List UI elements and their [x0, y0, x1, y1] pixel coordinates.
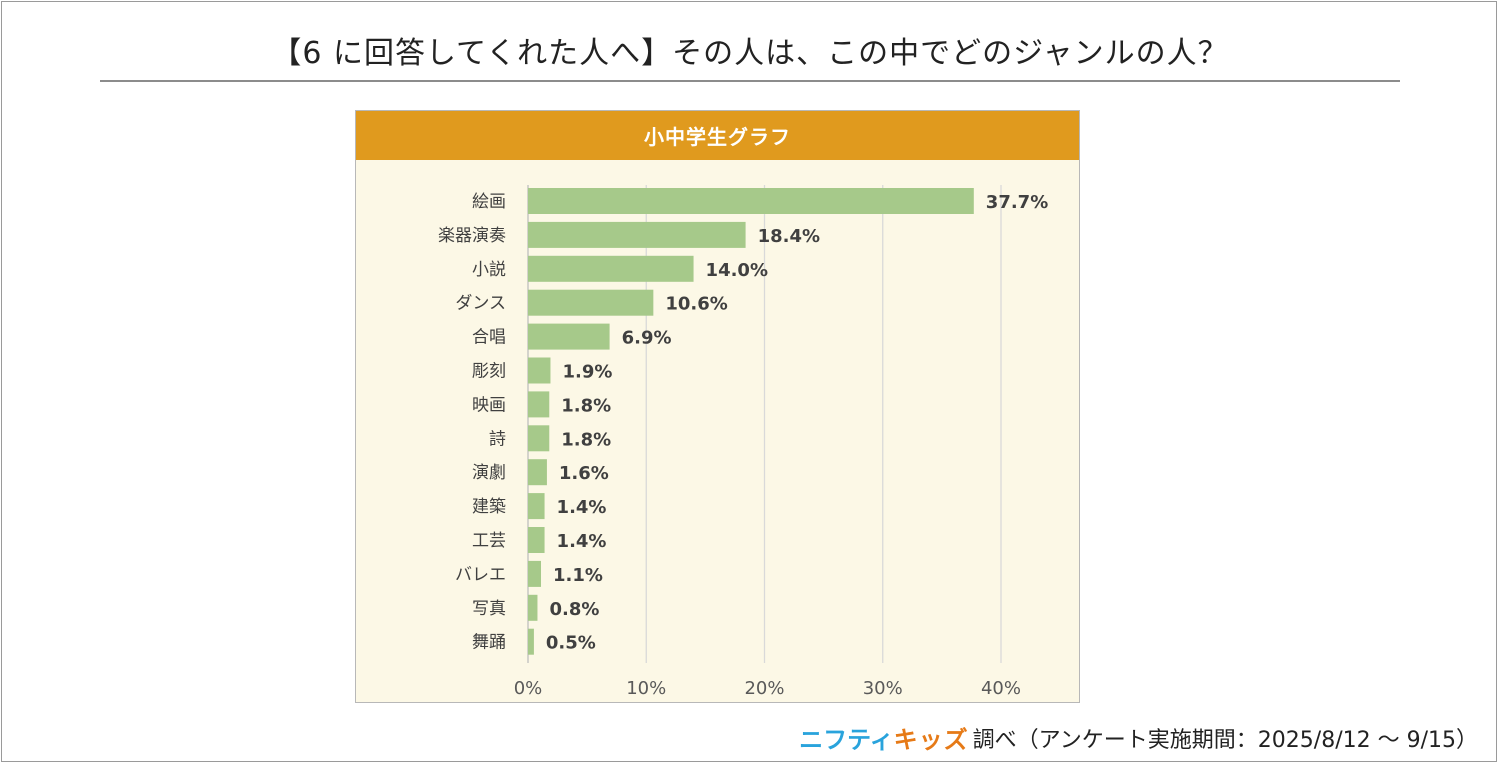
brand-part1: ニフティ [799, 726, 894, 754]
category-label: 楽器演奏 [438, 226, 506, 246]
chart-title: 小中学生グラフ [356, 111, 1079, 160]
x-tick-label: 40% [981, 678, 1021, 699]
data-label: 1.8% [561, 395, 611, 416]
category-label: 彫刻 [472, 362, 506, 382]
data-label: 1.6% [559, 463, 609, 484]
bar [528, 391, 550, 418]
category-label: 工芸 [472, 531, 506, 551]
page-title: 【6 に回答してくれた人へ】その人は、この中でどのジャンルの人？ [271, 36, 1229, 71]
data-label: 1.8% [561, 429, 611, 450]
bar [528, 560, 542, 587]
bar [528, 459, 547, 486]
brand-part2: キッズ [893, 726, 969, 754]
bar [528, 255, 694, 282]
category-label: 詩 [489, 429, 506, 449]
bar [528, 594, 538, 621]
bar-chart: 0% 10% 20% 30% 40% 絵画 37.7% 楽器演奏 18.4% 小説 14.0% ダンス… [438, 185, 1048, 699]
bar [528, 323, 610, 350]
x-tick-label: 20% [744, 678, 784, 699]
data-label: 0.8% [549, 599, 599, 620]
title-divider [100, 80, 1400, 82]
source-footer: ニフティ キッズ 調べ（アンケート実施期間：2025/8/12 ～ 9/15） [799, 720, 1478, 755]
x-tick-label: 10% [626, 678, 666, 699]
category-label: 舞踊 [472, 633, 506, 653]
category-label: 合唱 [472, 328, 506, 348]
data-label: 0.5% [546, 633, 596, 654]
chart-panel: 小中学生グラフ 0% 10% 20% 30% 40% 絵画 37.7% 楽器演奏 18.4% 小説… [355, 110, 1080, 703]
category-label: バレエ [455, 565, 506, 585]
data-label: 10.6% [665, 294, 727, 315]
data-label: 14.0% [706, 260, 768, 281]
data-label: 18.4% [758, 226, 820, 247]
category-label: 演劇 [472, 463, 506, 483]
bar [528, 188, 974, 214]
bar [528, 221, 746, 248]
bar [528, 628, 534, 655]
bar [528, 527, 545, 553]
bar [528, 357, 551, 384]
bar [528, 493, 545, 520]
data-label: 1.9% [562, 362, 612, 383]
category-label: 写真 [472, 599, 506, 619]
data-label: 1.1% [553, 565, 603, 586]
category-label: 小説 [472, 260, 506, 280]
x-tick-label: 30% [863, 678, 903, 699]
brand-logo: ニフティ キッズ [799, 720, 969, 755]
bar [528, 289, 654, 316]
category-label: 絵画 [472, 192, 506, 212]
category-label: ダンス [455, 294, 506, 314]
data-label: 1.4% [557, 531, 607, 552]
data-label: 37.7% [986, 192, 1048, 213]
category-label: 映画 [472, 395, 506, 415]
bar [528, 425, 550, 452]
x-tick-label: 0% [514, 678, 543, 699]
source-note: 調べ（アンケート実施期間：2025/8/12 ～ 9/15） [972, 727, 1478, 753]
category-label: 建築 [472, 497, 506, 517]
data-label: 1.4% [557, 497, 607, 518]
data-label: 6.9% [622, 328, 672, 349]
